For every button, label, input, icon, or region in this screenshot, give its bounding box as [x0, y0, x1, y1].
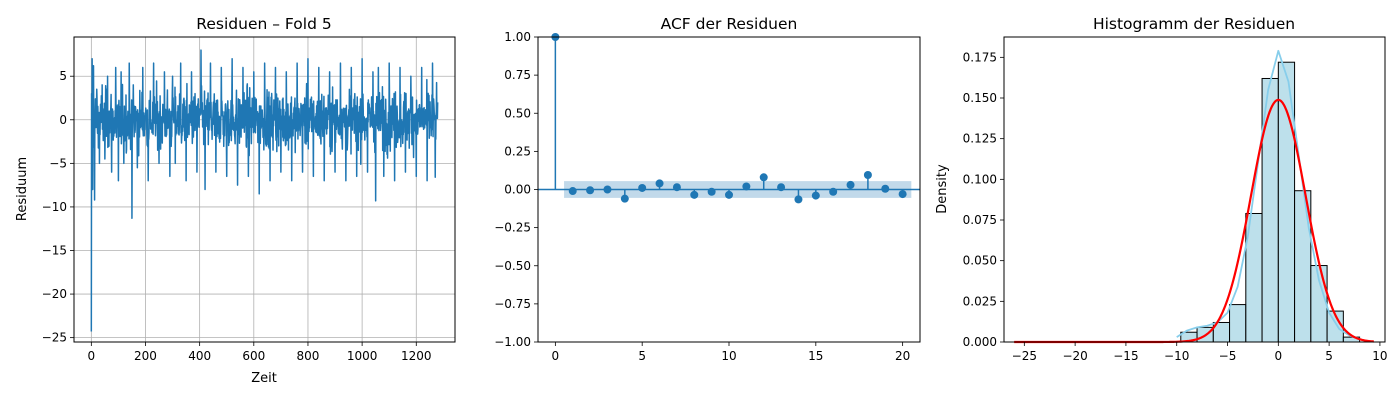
histogram-ylabel: Density: [935, 164, 950, 214]
residual-series-y-tick-label: 5: [59, 69, 67, 83]
acf-y-tick-label: 0.00: [504, 183, 531, 197]
acf-y-tick-label: 0.75: [504, 68, 531, 82]
residual-series-x-tick-label: 800: [297, 349, 320, 363]
acf-y-tick-label: −1.00: [494, 335, 531, 349]
acf-plot: [538, 33, 920, 204]
acf-marker: [672, 183, 681, 192]
acf-marker: [881, 184, 890, 193]
acf-x-tick-label: 5: [638, 349, 646, 363]
histogram-y-tick-label: 0.125: [963, 132, 997, 146]
residual-series-x-tick-label: 600: [242, 349, 265, 363]
histogram-x-tick-label: −15: [1113, 349, 1138, 363]
acf-marker: [794, 195, 803, 204]
acf-x-tick-label: 0: [552, 349, 560, 363]
residual-series-x-tick-label: 200: [134, 349, 157, 363]
histogram-ticks: −25 −20 −15 −10 −5 0 5 10 0.000 0.025 0.050 0.075 0.…: [963, 50, 1388, 363]
acf-x-tick-label: 10: [721, 349, 736, 363]
histogram-y-tick-label: 0.075: [963, 213, 997, 227]
residual-series-y-tick-label: −25: [42, 331, 67, 345]
histogram-y-tick-label: 0.175: [963, 50, 997, 64]
acf-marker: [638, 183, 647, 192]
residual-series-x-tick-label: 0: [88, 349, 96, 363]
histogram-x-tick-label: −25: [1012, 349, 1037, 363]
residual-series-y-tick-label: 0: [59, 113, 67, 127]
residual-series-x-tick-label: 1000: [347, 349, 378, 363]
acf-x-tick-label: 20: [895, 349, 910, 363]
histogram-axes-frame: [1003, 36, 1386, 343]
histogram-y-tick-label: 0.050: [963, 254, 997, 268]
histogram-plot: [1014, 49, 1374, 344]
residual-series-ylabel: Residuum: [15, 157, 30, 221]
acf-marker: [759, 173, 768, 182]
acf-marker: [725, 190, 733, 199]
residual-series-x-tick-label: 1200: [401, 349, 432, 363]
histogram-x-tick-label: 0: [1274, 349, 1282, 363]
histogram-y-tick-label: 0.000: [963, 335, 997, 349]
acf-axes-frame: [537, 36, 921, 343]
histogram-y-tick-label: 0.025: [963, 294, 997, 308]
residual-series-xlabel: Zeit: [251, 371, 277, 386]
acf-marker: [846, 180, 855, 189]
histogram-title: Histogramm der Residuen: [1093, 15, 1295, 33]
acf-y-tick-label: −0.50: [494, 259, 531, 273]
residual-series-plot: [90, 49, 439, 332]
acf-y-tick-label: 1.00: [504, 30, 531, 44]
acf-marker: [811, 191, 820, 200]
residual-series-y-tick-label: −15: [42, 244, 67, 258]
histogram-panel: Histogramm der Residuen −25 −20 −15 −10 −5 0 5…: [935, 15, 1388, 363]
histogram-y-tick-label: 0.100: [963, 172, 997, 186]
histogram-x-tick-label: −20: [1062, 349, 1087, 363]
residual-series-y-tick-label: −5: [49, 156, 67, 170]
residual-series-ticks: 0 200 400 600 800 1000 1200 −25 −20 −15 −10 −5 0 5: [42, 69, 432, 363]
acf-marker: [777, 183, 786, 192]
acf-marker: [863, 171, 872, 180]
histogram-kde-curve: [1176, 49, 1360, 340]
residual-series-y-tick-label: −10: [42, 200, 67, 214]
acf-y-tick-label: −0.75: [494, 297, 531, 311]
histogram-bar: [1229, 304, 1247, 343]
acf-marker: [898, 190, 907, 199]
acf-marker: [690, 190, 699, 199]
acf-panel: ACF der Residuen 0 5 10 15 20 −1.00 −0.75 −0.50…: [494, 15, 921, 363]
histogram-x-tick-label: 5: [1325, 349, 1333, 363]
acf-marker: [586, 186, 595, 195]
histogram-x-tick-label: −10: [1164, 349, 1189, 363]
acf-marker: [603, 185, 612, 194]
acf-marker: [742, 182, 751, 191]
acf-y-tick-label: 0.25: [504, 144, 531, 158]
residual-series-x-tick-label: 400: [188, 349, 211, 363]
histogram-y-tick-label: 0.150: [963, 91, 997, 105]
residual-series-axes-frame: [73, 36, 456, 343]
acf-x-tick-label: 15: [808, 349, 823, 363]
residual-series-panel: Residuen – Fold 5 0 200 400 600 800 1000 1200 −…: [15, 15, 456, 386]
acf-marker: [568, 187, 577, 196]
acf-marker: [655, 179, 664, 188]
acf-marker: [829, 187, 838, 196]
acf-ticks: 0 5 10 15 20 −1.00 −0.75 −0.50 −0.25 0.00 0.25 0.50…: [494, 30, 910, 363]
acf-y-tick-label: 0.50: [504, 106, 531, 120]
acf-title: ACF der Residuen: [661, 15, 798, 33]
residual-series-title: Residuen – Fold 5: [196, 15, 331, 33]
acf-marker: [620, 194, 629, 203]
acf-marker: [707, 187, 716, 196]
histogram-x-tick-label: −5: [1219, 349, 1237, 363]
residual-series-line: [90, 49, 439, 332]
residual-series-y-tick-label: −20: [42, 287, 67, 301]
acf-y-tick-label: −0.25: [494, 221, 531, 235]
histogram-x-tick-label: 10: [1372, 349, 1387, 363]
